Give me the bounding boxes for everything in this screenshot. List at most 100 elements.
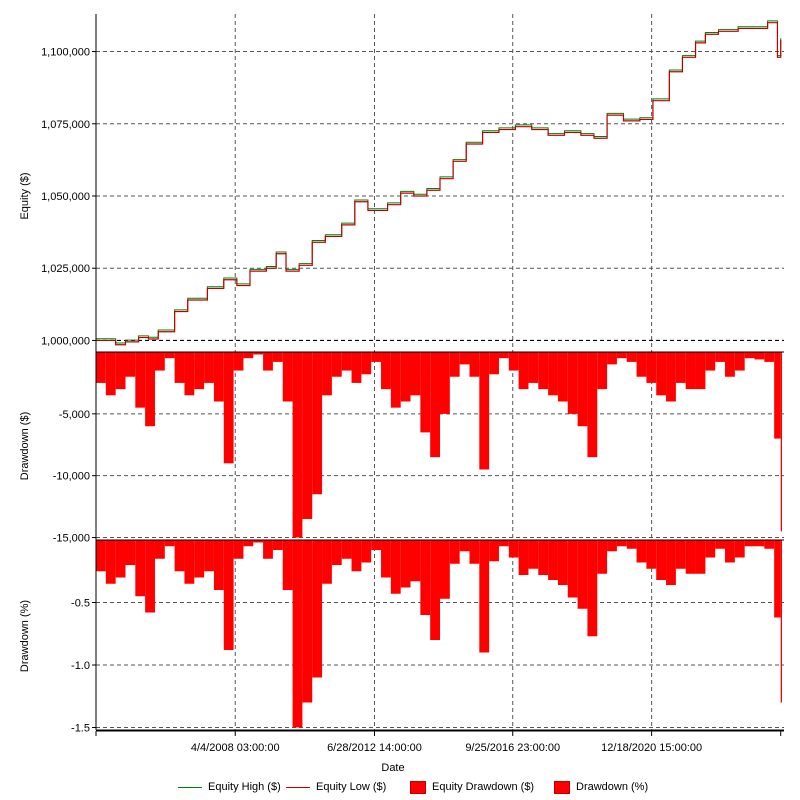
- drawdown-percent-bar: [410, 540, 421, 582]
- drawdown-percent-bar: [587, 540, 598, 637]
- drawdown-dollar-bar: [469, 352, 480, 377]
- drawdown-dollar-ytick-label-1: -10,000: [53, 471, 90, 483]
- drawdown-percent-bar: [154, 540, 165, 559]
- drawdown-percent-bar: [479, 540, 490, 653]
- drawdown-percent-bar: [292, 540, 303, 728]
- drawdown-dollar-bar: [666, 352, 676, 402]
- drawdown-percent-bar: [715, 540, 726, 549]
- drawdown-percent-bar: [233, 540, 244, 559]
- equity-high-line: [96, 20, 782, 344]
- drawdown-percent-bar: [331, 540, 342, 565]
- drawdown-dollar-bar: [194, 352, 205, 390]
- drawdown-dollar-bar: [557, 352, 568, 402]
- drawdown-dollar-bar: [705, 352, 716, 371]
- drawdown-percent-bar: [548, 540, 558, 580]
- drawdown-percent-bar: [263, 540, 273, 559]
- drawdown-dollar-bar: [597, 352, 608, 390]
- drawdown-dollar-bar: [145, 352, 155, 427]
- drawdown-dollar-bar: [125, 352, 136, 377]
- drawdown-dollar-bar: [361, 352, 372, 375]
- drawdown-percent-bar: [371, 540, 382, 550]
- drawdown-dollar-bar: [646, 352, 657, 383]
- drawdown-percent-bar: [174, 540, 185, 572]
- equity-ytick-label-1: 1,025,000: [41, 263, 90, 275]
- drawdown-percent-bar: [105, 540, 116, 584]
- drawdown-dollar-bar: [115, 352, 126, 390]
- drawdown-dollar-bar: [449, 352, 460, 377]
- drawdown-percent-bar: [194, 540, 205, 578]
- drawdown-dollar-ytick-label-0: -5,000: [59, 409, 90, 421]
- legend-label-equity-low: Equity Low ($): [316, 781, 387, 793]
- drawdown-percent-bar: [272, 540, 283, 550]
- drawdown-dollar-bar: [400, 352, 411, 402]
- drawdown-dollar-bar: [616, 352, 627, 359]
- drawdown-dollar-bar: [636, 352, 647, 377]
- drawdown-dollar-bar: [184, 352, 195, 396]
- drawdown-percent-ytick-label-1: -1.0: [71, 660, 90, 672]
- drawdown-dollar-bar: [233, 352, 244, 371]
- drawdown-percent-bar: [557, 540, 568, 585]
- drawdown-percent-bar: [400, 540, 411, 588]
- drawdown-dollar-bar: [459, 352, 470, 365]
- drawdown-percent-bar: [469, 540, 480, 564]
- drawdown-dollar-y-axis-title: Drawdown ($): [19, 412, 31, 480]
- x-tick-label-1: 6/28/2012 14:00:00: [327, 742, 422, 754]
- drawdown-dollar-bar: [656, 352, 667, 396]
- drawdown-dollar-bar: [607, 352, 617, 365]
- drawdown-percent-bar: [774, 540, 781, 618]
- drawdown-percent-bar: [381, 540, 391, 578]
- drawdown-dollar-bar: [105, 352, 116, 396]
- legend-swatch-equity-high: [178, 786, 202, 788]
- drawdown-dollar-bar: [675, 352, 686, 383]
- equity-y-axis-title: Equity ($): [19, 172, 31, 219]
- drawdown-dollar-bar: [538, 352, 549, 390]
- drawdown-dollar-bar: [302, 352, 313, 519]
- drawdown-dollar-bar: [213, 352, 224, 402]
- drawdown-dollar-ytick-label-2: -15,000: [53, 533, 90, 545]
- drawdown-percent-panel: -0.5 -1.0 -1.5: [71, 539, 784, 735]
- drawdown-dollar-bar: [498, 352, 509, 359]
- legend-label-equity-drawdown: Equity Drawdown ($): [432, 781, 535, 793]
- drawdown-percent-bar: [538, 540, 549, 575]
- drawdown-percent-bar: [322, 540, 332, 584]
- drawdown-percent-bar: [184, 540, 195, 584]
- legend-item-equity-low: Equity Low ($): [286, 778, 386, 796]
- drawdown-percent-bar: [656, 540, 667, 580]
- drawdown-percent-bar: [666, 540, 676, 585]
- drawdown-percent-bar: [213, 540, 224, 590]
- drawdown-dollar-bar: [508, 352, 519, 371]
- drawdown-dollar-bar: [174, 352, 185, 383]
- drawdown-dollar-bar: [744, 352, 755, 359]
- drawdown-dollar-bar: [351, 352, 362, 383]
- drawdown-dollar-bar: [154, 352, 165, 371]
- legend-item-drawdown-percent: Drawdown (%): [554, 778, 648, 796]
- drawdown-percent-bar: [725, 540, 735, 563]
- drawdown-dollar-bar: [695, 352, 706, 390]
- drawdown-dollar-bar: [292, 352, 303, 538]
- drawdown-percent-bar: [115, 540, 126, 578]
- legend-label-drawdown-percent: Drawdown (%): [576, 781, 649, 793]
- drawdown-dollar-panel: -5,000 -10,000 -15,000: [53, 351, 784, 545]
- drawdown-percent-bar: [96, 540, 106, 572]
- drawdown-dollar-bar: [577, 352, 588, 427]
- drawdown-dollar-bar: [548, 352, 558, 396]
- drawdown-percent-bar: [243, 540, 254, 547]
- equity-ytick-label-0: 1,000,000: [41, 335, 90, 347]
- drawdown-dollar-bar: [243, 352, 254, 359]
- drawdown-dollar-bar: [135, 352, 146, 408]
- drawdown-dollar-bar: [263, 352, 273, 371]
- drawdown-percent-ytick-label-0: -0.5: [71, 598, 90, 610]
- legend: Equity High ($) Equity Low ($) Equity Dr…: [0, 778, 800, 796]
- drawdown-dollar-bar: [764, 352, 775, 362]
- drawdown-dollar-bar: [715, 352, 726, 362]
- drawdown-percent-bar: [145, 540, 155, 613]
- drawdown-percent-bar: [390, 540, 401, 594]
- drawdown-dollar-bar: [164, 352, 175, 359]
- drawdown-percent-bar: [646, 540, 657, 569]
- drawdown-percent-bar: [764, 540, 775, 549]
- drawdown-percent-bar: [616, 540, 627, 547]
- drawdown-percent-bar: [351, 540, 362, 572]
- drawdown-percent-bar: [744, 540, 755, 547]
- drawdown-dollar-bar: [734, 352, 745, 371]
- equity-low-line: [96, 22, 782, 346]
